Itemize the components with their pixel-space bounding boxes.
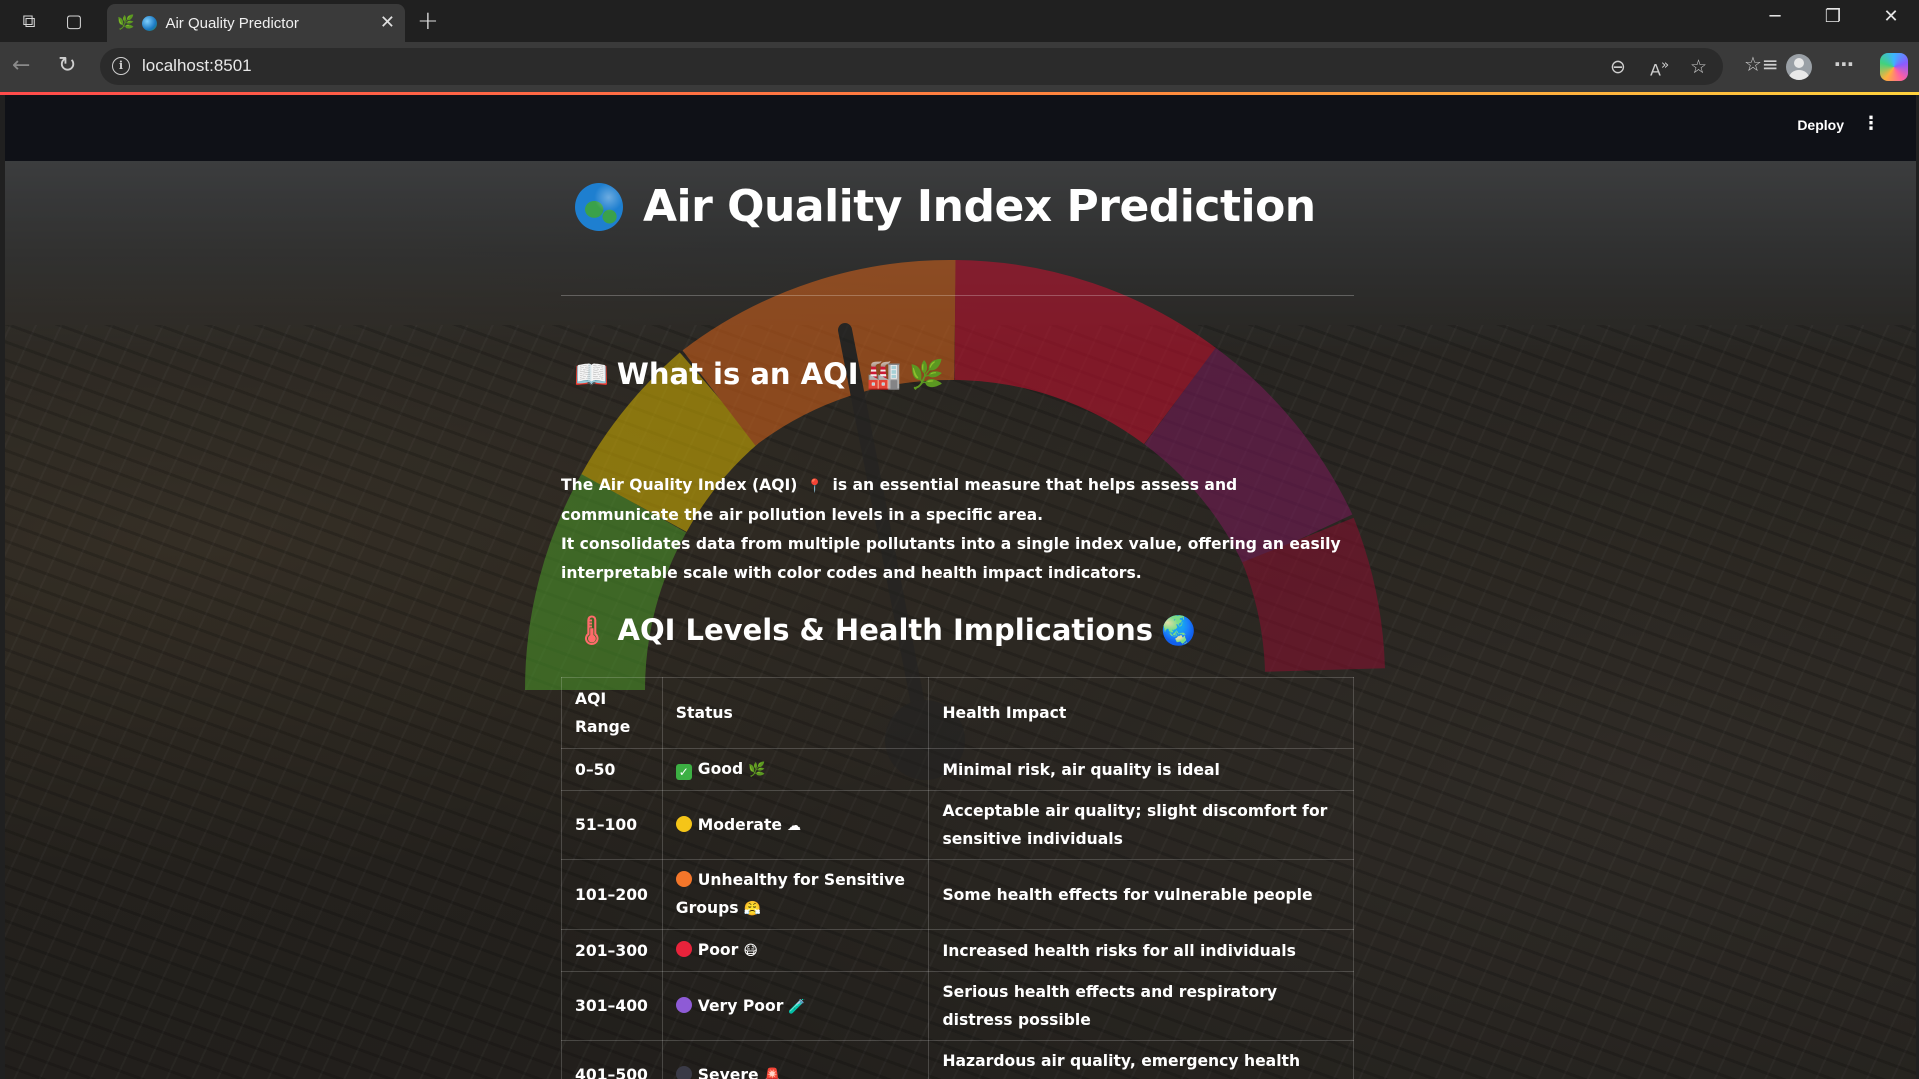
aqi-gauge-background — [524, 259, 1385, 780]
leaf-icon: 🌿 — [117, 15, 135, 31]
deploy-button[interactable]: Deploy — [1797, 117, 1844, 133]
status-label: Poor — [697, 941, 739, 959]
tab-title: Air Quality Predictor — [165, 14, 299, 32]
minimize-icon[interactable]: ─ — [1769, 6, 1781, 27]
aqi-description: The Air Quality Index (AQI) 📍 is an esse… — [561, 471, 1354, 588]
page-title: Air Quality Index Prediction — [575, 181, 1355, 232]
aqi-levels-table: AQI Range Status Health Impact 0–50 ✓ Good… — [561, 677, 1354, 1079]
aqi-range-cell: 51–100 — [561, 790, 663, 860]
status-label: Severe — [697, 1065, 759, 1079]
leaf-icon: 🌿 — [909, 357, 945, 391]
app-viewport: Deploy ⋮ Air Quality Index Prediction 📖 … — [5, 95, 1916, 1079]
new-tab-button[interactable]: + — [417, 6, 439, 36]
address-bar-row: ← ↻ i localhost:8501 ⊖ A» ☆ — [0, 42, 1919, 92]
aqi-range-cell: 201–300 — [561, 929, 663, 972]
status-dot-icon — [675, 1065, 692, 1079]
book-icon: 📖 — [574, 357, 609, 391]
browser-tab[interactable]: 🌿 Air Quality Predictor ✕ — [107, 4, 405, 42]
pin-icon: 📍 — [806, 479, 824, 494]
status-dot-icon — [675, 871, 692, 887]
status-emoji-icon: ☁ — [786, 817, 801, 834]
column-header-impact: Health Impact — [928, 677, 1354, 749]
column-header-status: Status — [661, 677, 930, 749]
health-impact-cell: Minimal risk, air quality is ideal — [928, 748, 1354, 791]
aqi-range-cell: 101–200 — [561, 859, 663, 930]
status-label: Unhealthy for Sensitive Groups — [675, 871, 905, 917]
health-impact-cell: Increased health risks for all individua… — [928, 929, 1354, 972]
status-cell: ✓ Good 🌿 — [661, 748, 930, 791]
divider — [561, 295, 1354, 296]
factory-icon: 🏭 — [866, 357, 902, 391]
status-emoji-icon: 🌿 — [748, 762, 766, 778]
back-icon[interactable]: ← — [12, 53, 31, 78]
favorite-star-icon[interactable]: ☆ — [1690, 56, 1708, 78]
table-row: 201–300 Poor 😷 Increased health risks for a… — [561, 929, 1354, 972]
tab-actions-icon[interactable]: ▢ — [65, 10, 83, 32]
aqi-range-cell: 301–400 — [561, 971, 663, 1041]
app-header: Deploy ⋮ — [5, 95, 1916, 161]
browser-tab-bar: ⧉ ▢ 🌿 Air Quality Predictor ✕ + ─ ❐ ✕ — [0, 0, 1919, 42]
section2-heading-text: AQI Levels & Health Implications — [617, 613, 1154, 647]
loading-indicator — [0, 92, 1919, 95]
read-aloud-icon[interactable]: A» — [1650, 58, 1670, 80]
globe-favicon-icon — [142, 15, 158, 31]
reload-icon[interactable]: ↻ — [58, 53, 77, 78]
thermometer-icon: 🌡 — [574, 613, 610, 647]
section1-heading-text: What is an AQI — [616, 357, 859, 391]
more-options-icon[interactable]: ⋯ — [1834, 52, 1854, 76]
health-impact-cell: Acceptable air quality; slight discomfor… — [928, 790, 1354, 860]
check-icon: ✓ — [675, 764, 692, 780]
status-dot-icon — [675, 996, 692, 1013]
section-heading-aqi-levels: 🌡 AQI Levels & Health Implications 🌏 — [566, 613, 1204, 647]
health-impact-cell: Serious health effects and respiratory d… — [928, 971, 1354, 1041]
status-emoji-icon: 😤 — [743, 901, 761, 917]
status-cell: Severe 🚨 — [661, 1040, 930, 1079]
table-row: 301–400 Very Poor 🧪 Serious health effects … — [561, 971, 1354, 1041]
close-window-icon[interactable]: ✕ — [1883, 6, 1899, 27]
column-header-range: AQI Range — [561, 677, 663, 749]
description-text-a: The Air Quality Index (AQI) — [561, 476, 798, 494]
aqi-range-cell: 0–50 — [561, 748, 663, 791]
description-text-c: It consolidates data from multiple pollu… — [561, 535, 1341, 582]
table-header-row: AQI Range Status Health Impact — [561, 677, 1354, 749]
status-label: Very Poor — [697, 996, 784, 1015]
table-row: 51–100 Moderate ☁ Acceptable air quality; s… — [561, 790, 1354, 860]
globe-icon: 🌏 — [1161, 613, 1196, 647]
status-dot-icon — [675, 815, 692, 832]
status-cell: Poor 😷 — [661, 929, 930, 972]
favorites-icon[interactable]: ☆≡ — [1744, 52, 1779, 76]
status-cell: Unhealthy for Sensitive Groups 😤 — [661, 859, 930, 930]
health-impact-cell: Some health effects for vulnerable peopl… — [928, 859, 1354, 930]
status-cell: Moderate ☁ — [661, 790, 930, 860]
table-row: 0–50 ✓ Good 🌿 Minimal risk, air quality is i… — [561, 748, 1354, 791]
close-tab-icon[interactable]: ✕ — [379, 12, 395, 33]
table-row: 101–200 Unhealthy for Sensitive Groups 😤 So… — [561, 859, 1354, 930]
zoom-out-icon[interactable]: ⊖ — [1610, 56, 1626, 78]
table-row: 401–500 Severe 🚨 Hazardous air quality, eme… — [561, 1040, 1354, 1079]
health-impact-cell: Hazardous air quality, emergency health … — [928, 1040, 1354, 1079]
url-text: localhost:8501 — [142, 56, 252, 75]
status-label: Moderate — [697, 815, 782, 834]
status-emoji-icon: 🚨 — [763, 1067, 782, 1079]
status-dot-icon — [675, 941, 692, 957]
section-heading-what-is-aqi: 📖 What is an AQI 🏭 🌿 — [566, 357, 952, 391]
main-menu-icon[interactable]: ⋮ — [1862, 113, 1880, 134]
aqi-range-cell: 401–500 — [561, 1040, 663, 1079]
url-field[interactable]: i localhost:8501 ⊖ A» ☆ — [100, 48, 1723, 85]
restore-icon[interactable]: ❐ — [1824, 6, 1842, 27]
page-title-text: Air Quality Index Prediction — [643, 181, 1316, 232]
site-info-icon[interactable]: i — [112, 57, 130, 75]
status-emoji-icon: 🧪 — [788, 998, 806, 1015]
earth-icon — [575, 182, 623, 231]
copilot-icon[interactable] — [1880, 53, 1908, 81]
status-cell: Very Poor 🧪 — [661, 971, 930, 1041]
status-label: Good — [697, 760, 744, 778]
profile-avatar[interactable] — [1786, 54, 1812, 80]
workspaces-icon[interactable]: ⧉ — [22, 10, 36, 32]
description-text-b: is an essential measure that helps asses… — [561, 476, 1238, 524]
status-emoji-icon: 😷 — [743, 943, 758, 959]
